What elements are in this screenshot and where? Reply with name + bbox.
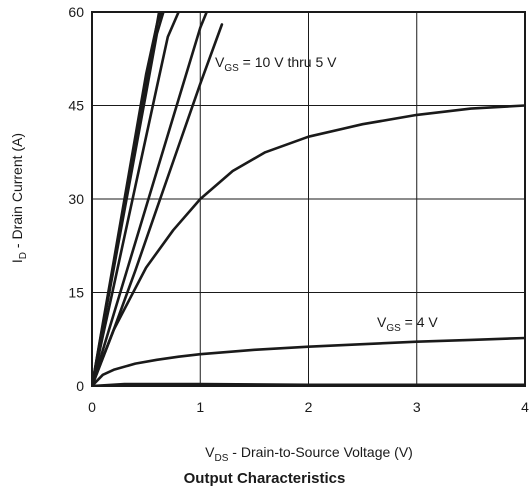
x-tick-labels: 0 1 2 3 4 xyxy=(88,399,529,415)
y-tick-label: 45 xyxy=(68,98,84,114)
y-tick-label: 0 xyxy=(76,378,84,394)
curve-group xyxy=(92,12,525,386)
x-tick-label: 4 xyxy=(521,399,529,415)
x-axis-title: VDS - Drain-to-Source Voltage (V) xyxy=(205,444,413,464)
curve-3 xyxy=(92,12,165,386)
x-tick-label: 3 xyxy=(413,399,421,415)
annotation-vgs-10v-thru-5v: VGS = 10 V thru 5 V xyxy=(215,54,337,74)
y-axis-title: ID - Drain Current (A) xyxy=(9,133,29,263)
curve-8 xyxy=(92,336,525,386)
annotation-vgs-4v: VGS = 4 V xyxy=(377,314,438,334)
y-tick-label: 60 xyxy=(68,4,84,20)
curve-4 xyxy=(92,12,180,386)
curve-5 xyxy=(92,12,208,386)
y-tick-labels: 0 15 30 45 60 xyxy=(68,4,84,394)
x-tick-label: 1 xyxy=(196,399,204,415)
curve-9 xyxy=(92,382,525,386)
x-tick-label: 0 xyxy=(88,399,96,415)
curve-7 xyxy=(92,104,525,386)
curve-6 xyxy=(92,23,224,386)
chart-title: Output Characteristics xyxy=(183,470,346,487)
plot-frame xyxy=(91,11,526,387)
y-tick-label: 30 xyxy=(68,191,84,207)
x-tick-label: 2 xyxy=(305,399,313,415)
y-tick-label: 15 xyxy=(68,285,84,301)
output-characteristics-chart: 0 1 2 3 4 0 15 30 45 60 VGS = 10 V thru 5 V VGS … xyxy=(9,4,529,464)
